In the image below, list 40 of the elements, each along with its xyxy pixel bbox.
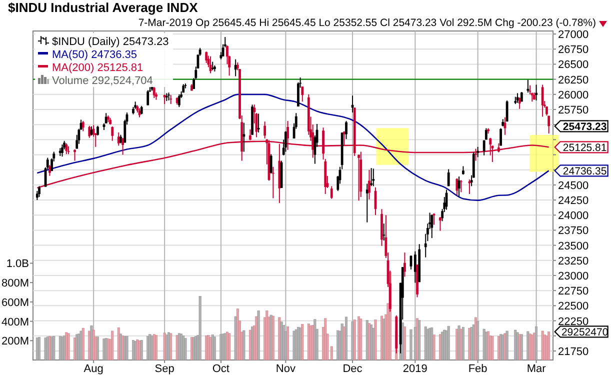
y-tick-label: 24000 [558,210,589,222]
legend-label: MA(50) 24736.35 [52,49,137,61]
annotation: 25125.81 [562,142,607,154]
legend-label: Volume 292,524,704 [52,75,153,87]
y2-tick-label: 400M [1,316,29,328]
y-tick-label: 26750 [558,44,589,56]
y-tick-label: 23000 [558,270,589,282]
y-tick-label: 26000 [558,89,589,102]
y-tick-label: 23250 [558,255,589,268]
annotation: 24736.35 [562,165,607,178]
y2-tick-label: 600M [1,296,29,309]
annotation: 25473.23 [562,120,607,133]
y-tick-label: 24500 [558,180,589,192]
y-tick-label: 26250 [558,74,589,86]
x-tick-label: Nov [276,363,296,375]
chart-subtitle: 7-Mar-2019 Op 25645.45 Hi 25645.45 Lo 25352.55 Cl 25473.23 Vol 292.5M Chg -200.23 (-0.78%) [138,17,596,29]
x-tick-label: Feb [468,363,488,375]
y-tick-label: 21750 [558,346,589,358]
y-tick-label: 23500 [558,240,589,252]
x-tick-label: Sep [154,363,174,375]
x-tick-label: Aug [84,363,104,375]
y-tick-label: 22500 [558,300,589,313]
x-tick-label: 2019 [402,363,428,375]
y2-tick-label: 200M [1,336,29,348]
y2-tick-label: 800M [1,278,29,290]
x-tick-label: Oct [212,363,230,375]
chart-title: $INDU Industrial Average INDX [8,0,198,15]
x-tick-label: Dec [342,363,363,375]
x-tick-label: Mar [526,363,546,375]
y-tick-label: 22750 [558,286,589,298]
legend-label: $INDU (Daily) 25473.23 [52,36,169,48]
y-tick-label: 22250 [558,316,589,328]
y-tick-label: 27000 [558,29,589,42]
y2-tick-label: 1.0B [6,258,29,270]
y-tick-label: 24250 [558,195,589,208]
y-tick-label: 26500 [558,59,589,72]
y-tick-label: 25750 [558,104,589,116]
text: 29252470 [561,326,608,338]
legend-label: MA(200) 25125.81 [52,62,144,74]
y-tick-label: 23750 [558,225,589,238]
